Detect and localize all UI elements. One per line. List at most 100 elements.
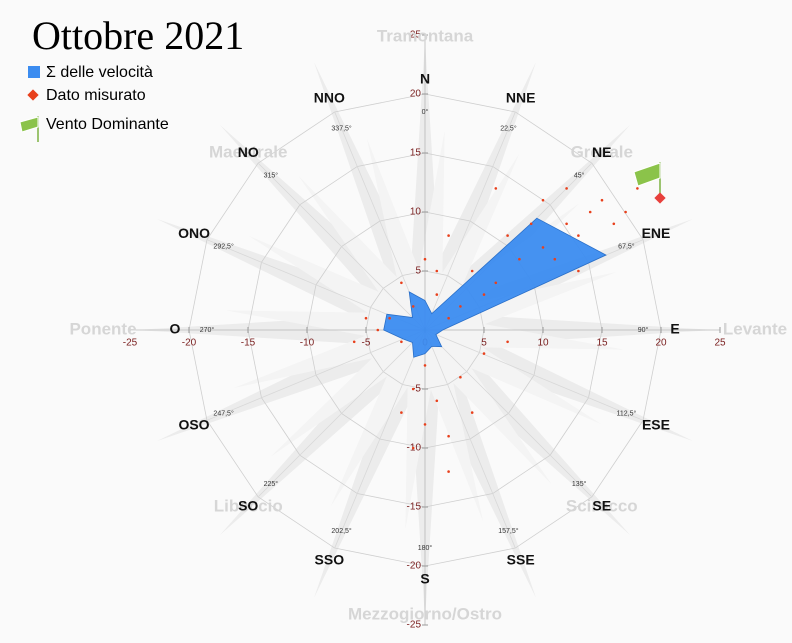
data-point: [541, 198, 545, 202]
angle-label: 0°: [422, 108, 429, 116]
direction-label: NNO: [314, 90, 345, 106]
x-tick-label: -20: [182, 338, 197, 349]
y-tick-label: -20: [407, 561, 422, 572]
data-point: [376, 328, 380, 332]
data-point: [400, 281, 403, 285]
velocity-area: [383, 217, 607, 358]
data-point: [565, 187, 568, 190]
data-point: [459, 305, 462, 308]
data-point: [541, 246, 545, 249]
angle-label: 45°: [574, 172, 585, 180]
legend-label: Vento Dominante: [46, 116, 169, 133]
angle-label: 292,5°: [213, 242, 234, 250]
data-point: [470, 269, 474, 273]
direction-label: S: [420, 571, 429, 587]
direction-label: E: [670, 321, 679, 337]
direction-label: NE: [592, 144, 611, 160]
data-point: [400, 411, 403, 414]
wind-name: Scirocco: [566, 496, 638, 515]
data-point: [364, 316, 368, 320]
data-point: [588, 210, 592, 214]
x-tick-label: -10: [300, 338, 315, 349]
wind-name: Grecale: [571, 143, 633, 162]
angle-label: 270°: [200, 326, 215, 334]
spoke: [257, 162, 426, 331]
data-point: [577, 269, 580, 273]
direction-label: SE: [592, 497, 611, 513]
data-point: [423, 364, 427, 367]
spoke: [334, 329, 426, 549]
legend-label: Σ delle velocità: [46, 64, 153, 81]
y-tick-label: 10: [410, 207, 422, 218]
data-point: [447, 470, 450, 473]
data-point: [577, 234, 580, 237]
data-point: [529, 222, 533, 226]
spoke: [257, 329, 426, 498]
data-point: [494, 187, 498, 190]
legend-swatch: [28, 66, 40, 78]
wind-name: Libeccio: [214, 496, 283, 515]
x-tick-label: -15: [241, 338, 256, 349]
x-tick-label: 15: [596, 338, 608, 349]
data-point: [518, 257, 521, 261]
spoke: [424, 329, 644, 421]
x-tick-label: 5: [481, 338, 487, 349]
x-tick-label: 10: [537, 338, 549, 349]
data-point: [553, 257, 557, 261]
data-point: [494, 281, 498, 285]
data-point: [565, 222, 568, 226]
wind-name: Levante: [723, 319, 787, 338]
angle-label: 337,5°: [331, 124, 352, 132]
angle-label: 112,5°: [617, 409, 637, 417]
direction-label: O: [170, 321, 181, 337]
legend-label: Dato misurato: [46, 87, 146, 104]
angle-label: 225°: [264, 480, 279, 488]
data-point: [506, 340, 509, 344]
wind-name: Maestrale: [209, 143, 287, 162]
data-point: [482, 352, 486, 355]
data-point: [600, 198, 604, 202]
angle-label: 157,5°: [498, 527, 519, 535]
spoke: [424, 329, 593, 498]
direction-label: ESE: [642, 416, 670, 432]
data-point: [423, 423, 427, 426]
data-point: [435, 269, 439, 273]
data-point: [447, 234, 450, 237]
spoke: [424, 329, 516, 549]
x-tick-label: -5: [362, 338, 371, 349]
y-tick-label: -25: [407, 620, 422, 631]
x-tick-label: 20: [655, 338, 667, 349]
y-tick-label: 15: [410, 148, 422, 159]
data-point: [447, 434, 450, 438]
wind-name: Tramontana: [377, 26, 474, 45]
direction-label: ONO: [178, 225, 210, 241]
y-tick-label: 25: [410, 30, 422, 41]
angle-label: 22,5°: [500, 124, 517, 132]
direction-label: SO: [238, 497, 258, 513]
spoke: [424, 111, 516, 331]
direction-label: SSO: [315, 552, 345, 568]
y-tick-label: -15: [407, 502, 422, 513]
data-point: [447, 316, 450, 320]
direction-label: SSE: [507, 552, 535, 568]
direction-label: OSO: [178, 416, 209, 432]
angle-label: 90°: [638, 326, 649, 334]
data-point: [624, 210, 627, 214]
data-point: [411, 446, 415, 450]
data-point: [459, 375, 462, 379]
y-tick-label: 5: [415, 266, 421, 277]
data-point: [423, 257, 427, 261]
y-tick-label: -5: [412, 384, 421, 395]
y-tick-label: 20: [410, 89, 422, 100]
data-point: [400, 340, 403, 344]
data-point: [411, 305, 415, 308]
data-point: [411, 387, 415, 391]
data-point: [612, 222, 616, 226]
data-point: [482, 293, 486, 296]
spoke: [206, 329, 426, 421]
data-point: [470, 411, 474, 414]
data-point: [388, 316, 391, 320]
wind-name: Mezzogiorno/Ostro: [348, 604, 502, 623]
chart-title: Ottobre 2021: [32, 13, 244, 58]
